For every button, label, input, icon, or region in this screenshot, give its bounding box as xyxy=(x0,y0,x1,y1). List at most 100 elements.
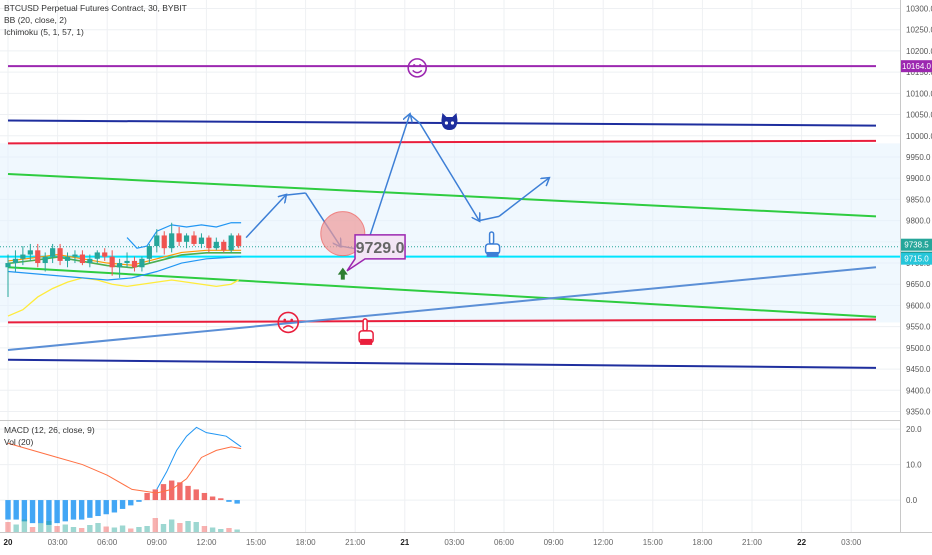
candle-body[interactable] xyxy=(221,241,227,251)
cat-eye xyxy=(444,121,449,125)
candle-body[interactable] xyxy=(94,252,100,259)
volume-bar xyxy=(70,527,77,532)
time-tick-label: 03:00 xyxy=(841,538,862,547)
macd-histogram-bar xyxy=(128,500,134,506)
bb-legend[interactable]: BB (20, close, 2) xyxy=(4,15,67,25)
macd-histogram-bar xyxy=(201,492,208,501)
trendline[interactable] xyxy=(7,358,877,369)
candle-body[interactable] xyxy=(228,235,234,251)
volume-bar xyxy=(128,528,134,532)
bb-lower-line xyxy=(7,256,242,281)
macd-histogram-bar xyxy=(152,489,159,501)
hand-finger xyxy=(488,231,495,245)
macd-histogram-bar xyxy=(62,500,68,522)
time-tick-label: 06:00 xyxy=(97,538,118,547)
candle-body[interactable] xyxy=(146,246,152,259)
candle-body[interactable] xyxy=(109,256,115,268)
price-tick-label: 10100.0 xyxy=(906,89,932,98)
ichimoku-legend[interactable]: Ichimoku (5, 1, 57, 1) xyxy=(4,27,84,37)
projection-arrow[interactable] xyxy=(364,115,410,251)
candle-body[interactable] xyxy=(5,263,11,268)
candle-body[interactable] xyxy=(131,260,138,268)
pointing-hand-down-icon xyxy=(358,318,374,345)
candle-body[interactable] xyxy=(161,235,167,249)
volume-bar xyxy=(177,523,183,532)
macd-histogram-bar xyxy=(5,500,11,520)
candle-body[interactable] xyxy=(154,235,160,247)
volume-bar xyxy=(38,523,44,532)
time-tick-label: 21:00 xyxy=(742,538,763,547)
volume-bar xyxy=(95,523,101,532)
projection-segment xyxy=(285,192,306,196)
volume-bar xyxy=(13,524,19,532)
macd-histogram-bar xyxy=(29,500,36,524)
candle-body[interactable] xyxy=(236,235,242,247)
range-band xyxy=(0,143,900,323)
price-tick-label: 9900.0 xyxy=(906,174,931,183)
volume-bar xyxy=(5,522,11,532)
volume-bar xyxy=(29,527,36,532)
volume-bar xyxy=(111,527,118,532)
candle-body[interactable] xyxy=(57,248,63,261)
projection-arrow[interactable] xyxy=(498,178,549,217)
candle-body[interactable] xyxy=(87,258,93,264)
projection-arrow[interactable] xyxy=(419,122,480,221)
trendline[interactable] xyxy=(7,266,877,318)
macd-histogram-bar xyxy=(21,500,28,522)
candle-body[interactable] xyxy=(139,258,145,268)
candle-body[interactable] xyxy=(35,250,41,264)
candle-body[interactable] xyxy=(176,233,182,242)
time-tick-label: 15:00 xyxy=(643,538,664,547)
volume-bar xyxy=(168,519,175,532)
volume-bar xyxy=(234,529,240,532)
candle-body[interactable] xyxy=(20,254,26,259)
candle-body[interactable] xyxy=(191,235,197,244)
cat-eye xyxy=(450,121,455,125)
candle-body[interactable] xyxy=(27,250,33,255)
candle-body[interactable] xyxy=(50,248,56,257)
macd-histogram-bar xyxy=(119,500,126,509)
bb-upper-line xyxy=(126,222,242,249)
trendline[interactable] xyxy=(7,318,877,324)
candle-body[interactable] xyxy=(64,256,71,261)
candle-body[interactable] xyxy=(72,254,78,257)
annotations: 9729.0 xyxy=(277,58,501,345)
macd-histogram-bar xyxy=(46,500,52,525)
price-tick-label: 9450.0 xyxy=(906,365,931,374)
macd-histogram-bar xyxy=(218,498,224,501)
price-tick-label: 9350.0 xyxy=(906,408,931,417)
candle-body[interactable] xyxy=(198,237,205,244)
candle-body[interactable] xyxy=(102,252,108,257)
macd-legend[interactable]: MACD (12, 26, close, 9) xyxy=(4,425,95,435)
macd-tick-label: 10.0 xyxy=(906,461,922,470)
trendline[interactable] xyxy=(7,139,877,145)
cat-head xyxy=(441,113,458,131)
candle-body[interactable] xyxy=(117,263,123,268)
trendline[interactable] xyxy=(7,266,877,351)
volume-bar xyxy=(185,521,191,532)
candle-body[interactable] xyxy=(213,241,219,249)
macd-pane xyxy=(5,426,242,532)
candle-body[interactable] xyxy=(79,254,85,264)
price-callout[interactable]: 9729.0 xyxy=(346,234,406,272)
candle-body[interactable] xyxy=(183,235,190,242)
projection-segment xyxy=(409,113,421,124)
projection-arrow[interactable] xyxy=(245,195,286,239)
trendline[interactable] xyxy=(7,172,877,218)
candle-body[interactable] xyxy=(206,237,212,249)
time-axis[interactable]: 20 03:00 06:00 09:00 12:00 15:00 18:00 21:00 21 0… xyxy=(4,538,862,547)
candle-body[interactable] xyxy=(124,260,130,264)
volume-bar xyxy=(119,525,126,532)
symbol-legend[interactable]: BTCUSD Perpetual Futures Contract, 30, B… xyxy=(4,3,187,13)
candle-body[interactable] xyxy=(169,233,175,249)
last-price-badge-bg xyxy=(901,238,932,251)
volume-bar xyxy=(218,529,224,532)
level-badge-low: 9715.0 xyxy=(904,255,929,264)
candle-body[interactable] xyxy=(12,258,19,264)
volume-legend[interactable]: Vol (20) xyxy=(4,437,34,447)
macd-histogram-bar xyxy=(78,500,85,520)
price-tick-label: 9850.0 xyxy=(906,195,931,204)
candle-body[interactable] xyxy=(42,256,48,264)
time-tick-label: 09:00 xyxy=(147,538,168,547)
